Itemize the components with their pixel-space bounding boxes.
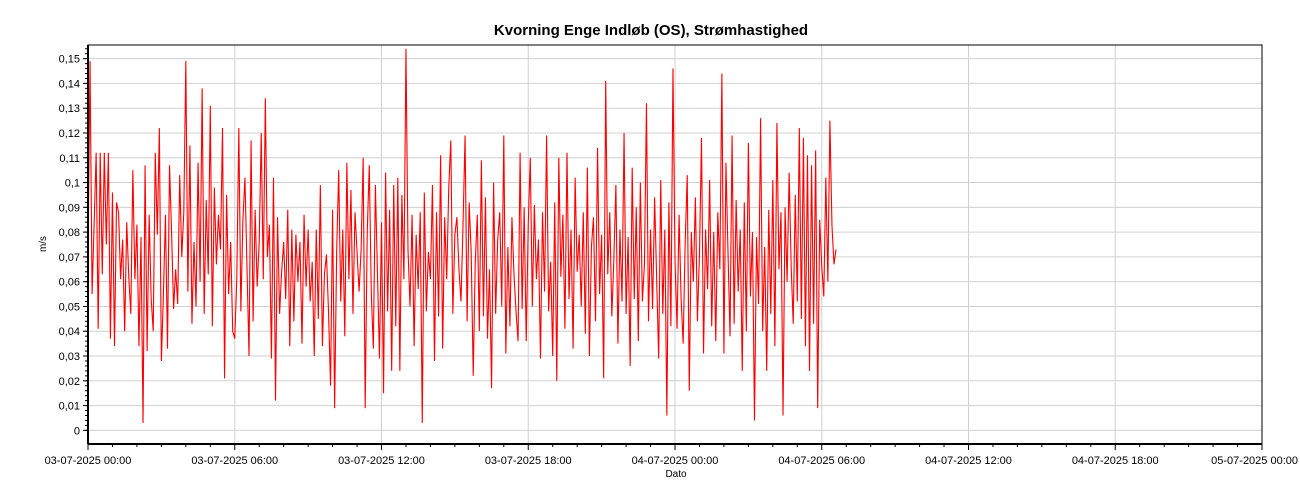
y-tick-label: 0,02 — [59, 376, 80, 388]
y-tick-label: 0,01 — [59, 401, 80, 413]
y-tick-label: 0,07 — [59, 252, 80, 264]
x-tick-label: 04-07-2025 12:00 — [925, 455, 1012, 467]
y-tick-label: 0,09 — [59, 202, 80, 214]
y-tick-label: 0,04 — [59, 326, 80, 338]
x-tick-label: 03-07-2025 12:00 — [338, 455, 425, 467]
y-tick-label: 0,05 — [59, 301, 80, 313]
x-tick-label: 03-07-2025 18:00 — [485, 455, 572, 467]
chart-title: Kvorning Enge Indløb (OS), Strømhastighe… — [494, 22, 808, 39]
x-axis-label: Dato — [665, 469, 687, 480]
y-tick-label: 0,11 — [59, 153, 80, 165]
y-tick-label: 0,13 — [59, 103, 80, 115]
x-tick-label: 03-07-2025 06:00 — [191, 455, 278, 467]
series-line — [87, 48, 837, 423]
y-tick-label: 0 — [74, 425, 80, 437]
x-tick-label: 04-07-2025 06:00 — [778, 455, 865, 467]
x-tick-label: 03-07-2025 00:00 — [45, 455, 132, 467]
y-axis-ticks: 0 0,01 0,02 0,03 0,04 0,05 0,06 0,07 0,08 0,09 0,1… — [59, 48, 88, 437]
x-tick-label: 04-07-2025 18:00 — [1072, 455, 1159, 467]
y-tick-label: 0,08 — [59, 227, 80, 239]
y-tick-label: 0,03 — [59, 351, 80, 363]
y-axis-label: m/s — [38, 236, 49, 252]
x-axis-ticks: 03-07-2025 00:00 03-07-2025 06:00 03-07-20… — [45, 444, 1298, 467]
series-layer — [87, 48, 837, 423]
x-tick-label: 05-07-2025 00:00 — [1211, 455, 1298, 467]
y-tick-label: 0,1 — [65, 178, 80, 190]
y-tick-label: 0,06 — [59, 277, 80, 289]
y-tick-label: 0,15 — [59, 54, 80, 66]
y-tick-label: 0,12 — [59, 128, 80, 140]
x-tick-label: 04-07-2025 00:00 — [632, 455, 719, 467]
y-tick-label: 0,14 — [59, 78, 80, 90]
